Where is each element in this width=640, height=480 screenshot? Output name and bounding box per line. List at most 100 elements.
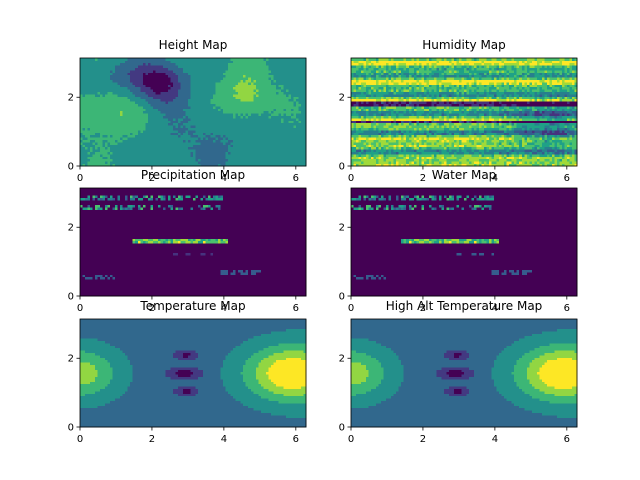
heatmap-cell <box>92 132 96 136</box>
heatmap-cell <box>135 139 139 143</box>
heatmap-cell <box>137 154 141 157</box>
heatmap-cell <box>240 94 244 97</box>
heatmap-cell <box>137 115 141 119</box>
heatmap-cell <box>175 163 179 167</box>
heatmap-cell <box>140 67 144 71</box>
heatmap-cell <box>406 154 410 157</box>
heatmap-cell <box>152 125 156 128</box>
heatmap-cell <box>122 139 126 143</box>
heatmap-cell <box>441 154 445 157</box>
heatmap-cell <box>203 103 206 107</box>
heatmap-cell <box>82 144 86 148</box>
heatmap-cell <box>260 154 264 157</box>
heatmap-cell <box>298 113 302 116</box>
heatmap-cell <box>147 134 151 138</box>
heatmap-cell <box>210 70 214 73</box>
heatmap-cell <box>90 101 93 104</box>
heatmap-cell <box>167 101 171 104</box>
heatmap-cell <box>95 70 98 73</box>
heatmap-cell <box>278 67 282 71</box>
heatmap-cell <box>157 101 161 104</box>
heatmap-cell <box>175 82 179 85</box>
heatmap-cell <box>381 156 385 160</box>
heatmap-cell <box>205 113 209 116</box>
heatmap-cell <box>165 110 169 114</box>
heatmap-cell <box>260 96 264 100</box>
heatmap-cell <box>145 156 149 160</box>
heatmap-cell <box>160 96 164 100</box>
heatmap-cell <box>509 156 513 160</box>
heatmap-cell <box>285 163 289 167</box>
heatmap-cell <box>130 120 134 124</box>
heatmap-cell <box>255 79 259 83</box>
heatmap-cell <box>195 106 199 109</box>
heatmap-cell <box>426 142 430 145</box>
heatmap-cell <box>270 84 274 88</box>
heatmap-cell <box>140 163 144 167</box>
heatmap-cell <box>408 146 412 150</box>
heatmap-cell <box>195 110 199 114</box>
heatmap-cell <box>275 106 279 109</box>
heatmap-cell <box>145 163 149 167</box>
heatmap-cell <box>290 127 294 131</box>
heatmap-cell <box>172 103 176 107</box>
heatmap-cell <box>288 58 292 61</box>
heatmap-cell <box>536 142 540 145</box>
heatmap-cell <box>187 82 191 85</box>
heatmap-cell <box>223 106 227 109</box>
heatmap-cell <box>95 103 98 107</box>
heatmap-cell <box>486 156 490 160</box>
heatmap-cell <box>433 154 437 157</box>
heatmap-cell <box>285 158 289 162</box>
heatmap-cell <box>464 144 467 148</box>
heatmap-cell <box>167 62 171 66</box>
heatmap-cell <box>398 161 402 164</box>
heatmap-cell <box>137 86 141 90</box>
heatmap-cell <box>391 139 395 143</box>
heatmap-cell <box>115 86 119 90</box>
heatmap-cell <box>157 103 161 107</box>
heatmap-cell <box>220 70 224 73</box>
heatmap-cell <box>238 72 242 76</box>
heatmap-cell <box>130 106 134 109</box>
x-tick-label: 0 <box>77 173 83 184</box>
heatmap-cell <box>398 158 402 162</box>
heatmap-cell <box>160 142 164 145</box>
heatmap-cell <box>366 158 369 162</box>
heatmap-cell <box>200 142 204 145</box>
heatmap-cell <box>298 58 302 61</box>
heatmap-cell <box>531 158 535 162</box>
heatmap-cell <box>509 154 513 157</box>
heatmap-cell <box>393 151 397 155</box>
heatmap-cell <box>494 158 498 162</box>
heatmap-cell <box>110 74 114 78</box>
heatmap-cell <box>290 154 294 157</box>
heatmap-cell <box>398 146 402 150</box>
heatmap-cell <box>122 101 126 104</box>
heatmap-cell <box>243 127 247 131</box>
heatmap-cell <box>127 84 131 88</box>
heatmap-cell <box>406 163 410 167</box>
heatmap-cell <box>165 163 169 167</box>
heatmap-cell <box>213 122 216 126</box>
heatmap-cell <box>122 108 126 112</box>
heatmap-cell <box>85 113 88 116</box>
heatmap-cell <box>110 139 114 143</box>
heatmap-cell <box>363 139 367 143</box>
heatmap-cell <box>243 70 247 73</box>
heatmap-cell <box>190 151 194 155</box>
heatmap-cell <box>145 134 149 138</box>
heatmap-cell <box>240 101 244 104</box>
heatmap-cell <box>270 65 274 68</box>
heatmap-cell <box>245 118 249 121</box>
heatmap-cell <box>110 142 114 145</box>
heatmap-cell <box>175 142 179 145</box>
heatmap-cell <box>170 113 174 116</box>
heatmap-cell <box>105 132 109 136</box>
heatmap-cell <box>265 156 269 160</box>
heatmap-cell <box>210 94 214 97</box>
heatmap-cell <box>170 98 174 102</box>
heatmap-cell <box>167 98 171 102</box>
heatmap-cell <box>162 144 166 148</box>
heatmap-cell <box>200 108 204 112</box>
